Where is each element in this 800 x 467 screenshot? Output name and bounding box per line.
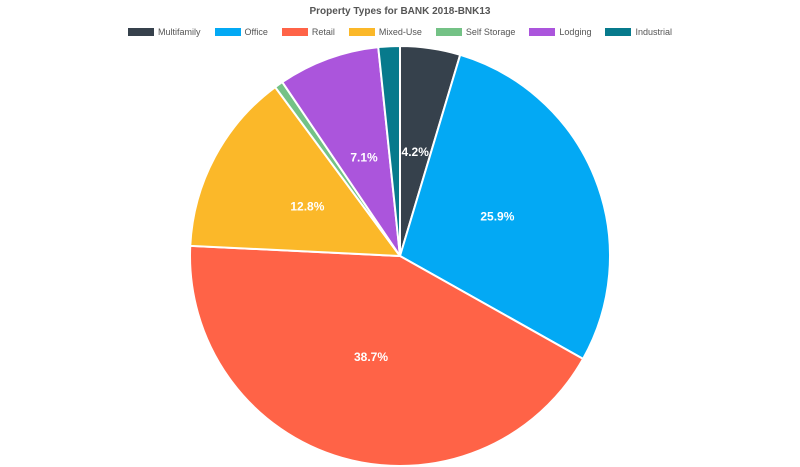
pie-slice-office[interactable] bbox=[398, 53, 611, 361]
slice-data-label: 7.1% bbox=[350, 150, 378, 164]
legend-item-self-storage[interactable]: Self Storage bbox=[435, 27, 516, 37]
legend-swatch bbox=[128, 28, 154, 36]
legend-item-mixed-use[interactable]: Mixed-Use bbox=[348, 27, 422, 37]
legend-label: Office bbox=[244, 27, 268, 37]
slice-data-label: 12.8% bbox=[290, 200, 324, 214]
legend: Multifamily Office Retail Mixed-Use Self Sto… bbox=[0, 27, 800, 37]
slice-data-label: 25.9% bbox=[480, 210, 514, 224]
legend-label: Retail bbox=[311, 27, 335, 37]
legend-item-multifamily[interactable]: Multifamily bbox=[128, 27, 201, 37]
legend-swatch bbox=[605, 28, 632, 36]
legend-label: Multifamily bbox=[158, 27, 201, 37]
legend-label: Mixed-Use bbox=[378, 27, 422, 37]
legend-swatch bbox=[435, 28, 462, 36]
legend-item-industrial[interactable]: Industrial bbox=[605, 27, 672, 37]
pie-slice-industrial[interactable] bbox=[377, 44, 401, 257]
legend-label: Industrial bbox=[635, 27, 672, 37]
pie-slice-lodging[interactable] bbox=[280, 46, 401, 257]
legend-swatch bbox=[281, 28, 308, 36]
legend-item-office[interactable]: Office bbox=[214, 27, 268, 37]
legend-label: Self Storage bbox=[465, 27, 516, 37]
legend-item-lodging[interactable]: Lodging bbox=[529, 27, 591, 37]
pie-slice-mixed-use[interactable] bbox=[189, 85, 403, 258]
legend-item-retail[interactable]: Retail bbox=[281, 27, 335, 37]
slice-data-label: 4.2% bbox=[402, 145, 430, 159]
legend-label: Lodging bbox=[559, 27, 592, 37]
pie-slice-retail[interactable] bbox=[189, 244, 585, 467]
slice-data-label: 38.7% bbox=[354, 350, 388, 364]
legend-swatch bbox=[214, 28, 241, 36]
legend-swatch bbox=[348, 28, 375, 36]
chart-title: Property Types for BANK 2018-BNK13 bbox=[309, 6, 491, 17]
legend-swatch bbox=[529, 28, 556, 36]
